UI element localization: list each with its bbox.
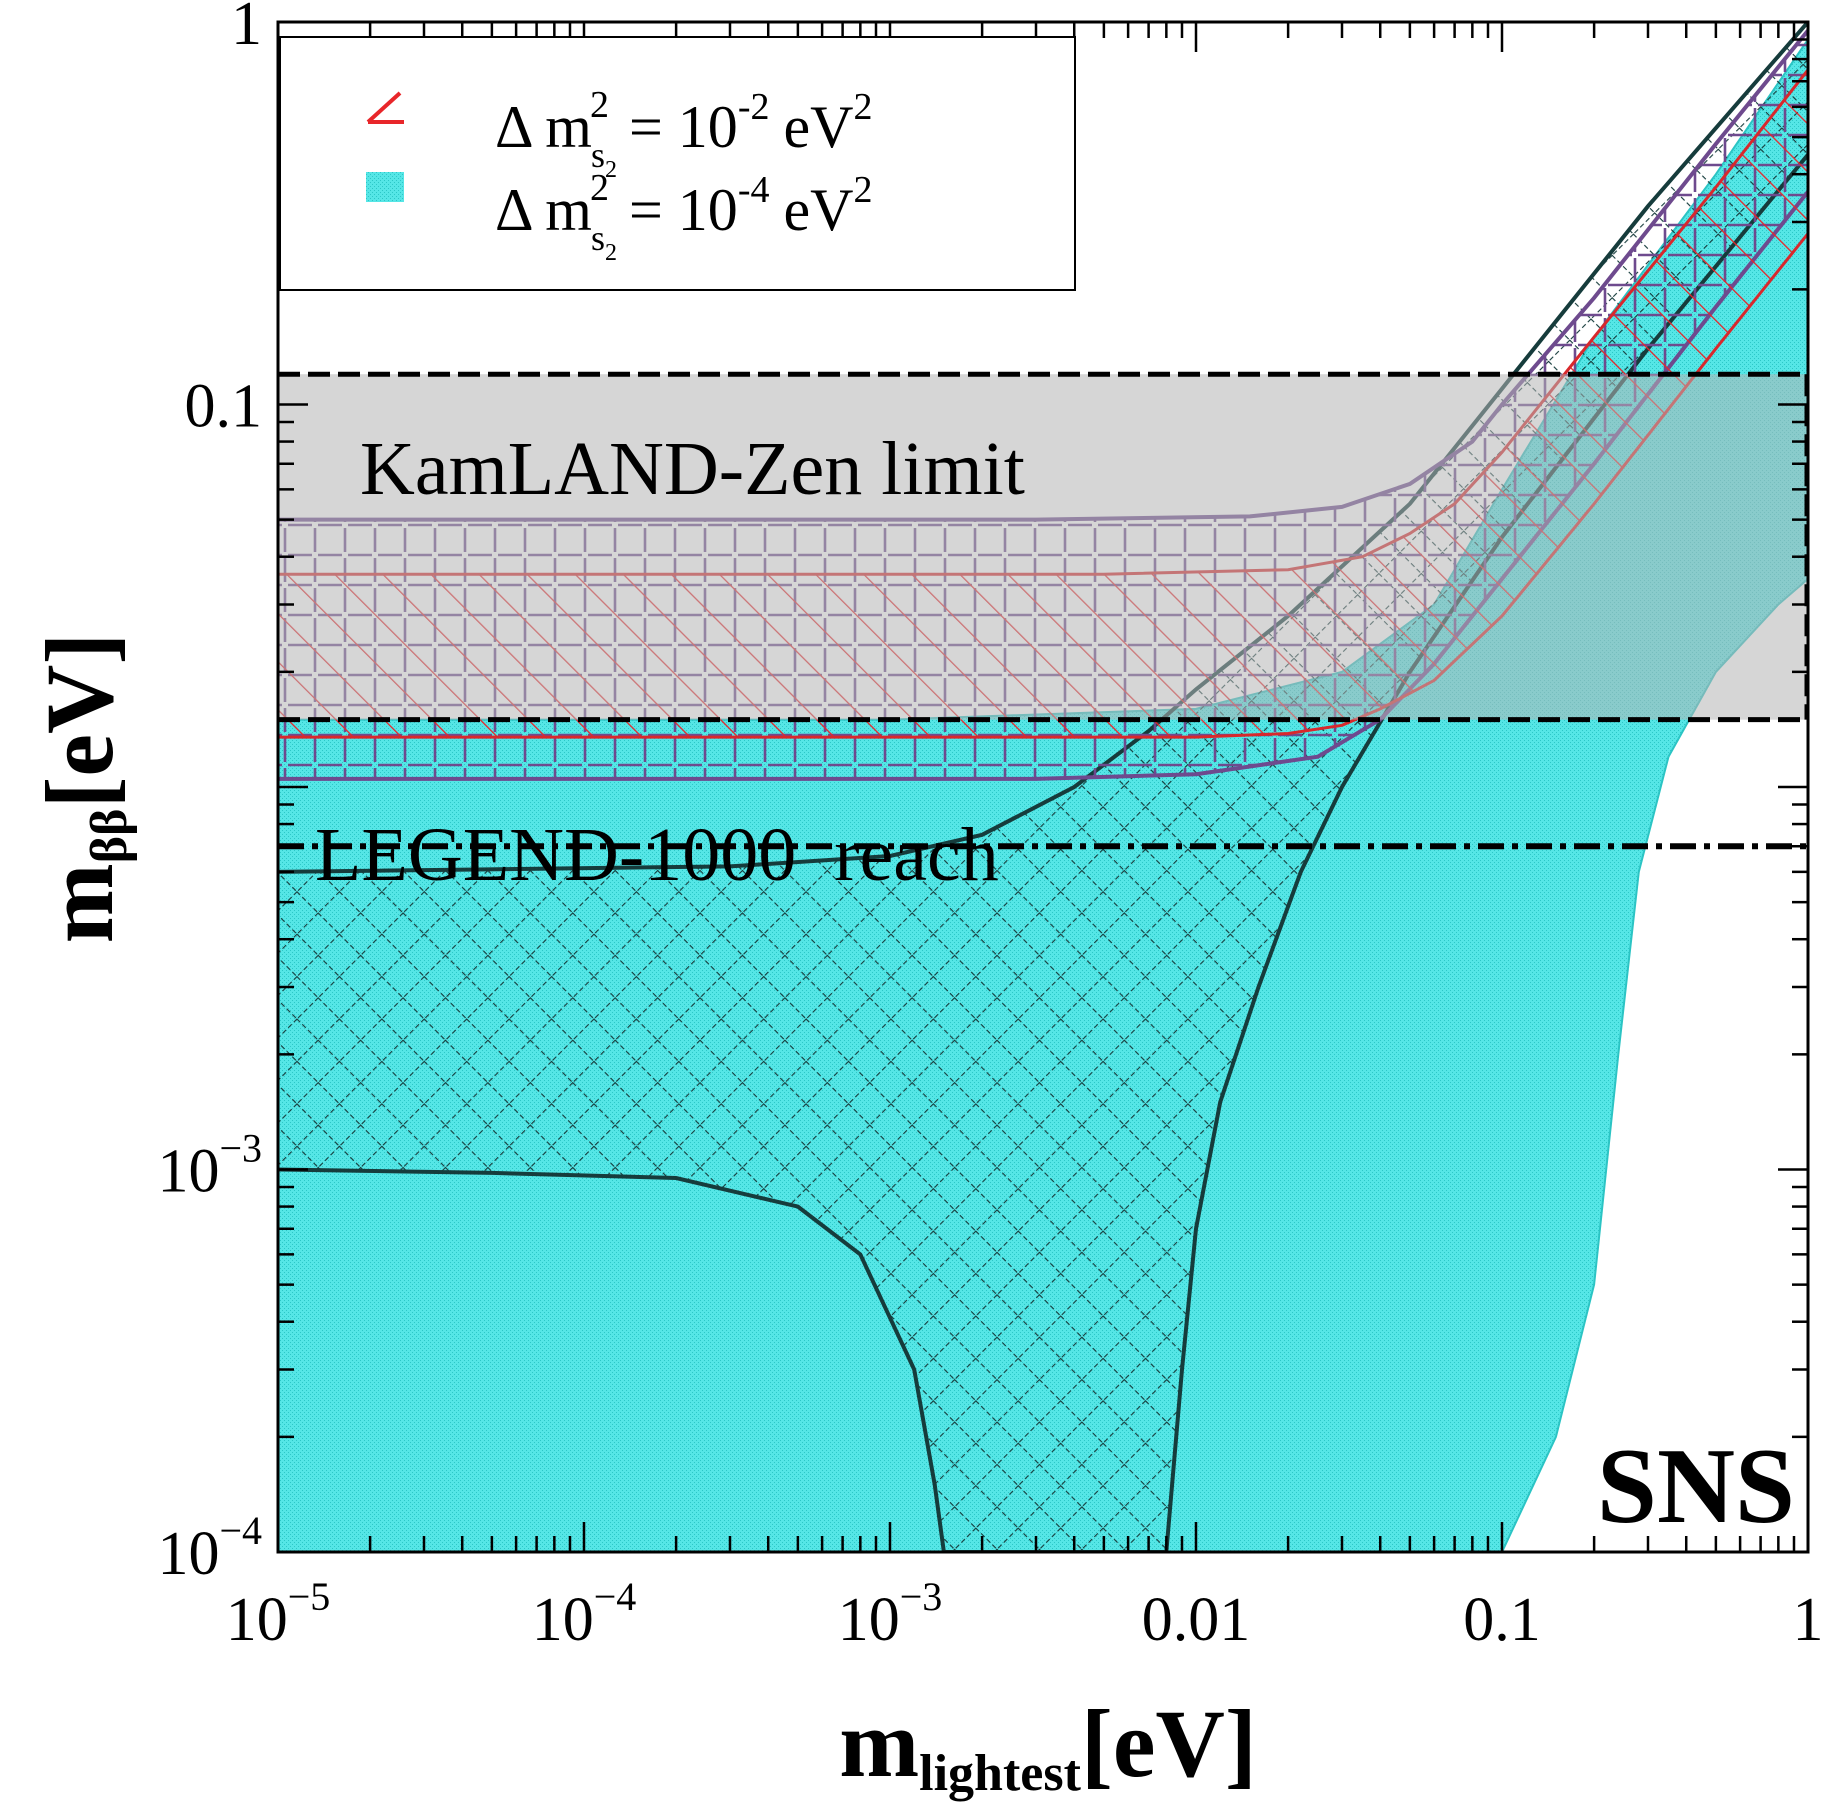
x-axis-title: mlightest[eV] (839, 1690, 1257, 1802)
x-tick-label: 10−4 (532, 1574, 637, 1654)
y-tick-label: 10−4 (157, 1508, 262, 1588)
x-tick-label: 10−3 (838, 1574, 943, 1654)
ordering-label: SNS (1597, 1427, 1795, 1546)
x-tick-label: 10−5 (226, 1574, 331, 1654)
limit-bands (278, 371, 1808, 850)
y-axis-title: mββ[eV] (26, 633, 138, 944)
legend-label-red: Δ m2 s2= 10-2 eV2 (495, 84, 872, 183)
legend-swatch-cyan (366, 172, 404, 202)
legend: Δ m2 s2= 10-2 eV2 Δ m2 s2= 10-4 eV2 (279, 36, 1076, 291)
y-tick-label: 0.1 (185, 373, 263, 441)
region-fill-black-crosshatch (278, 22, 1808, 1552)
y-tick-label: 10−3 (157, 1126, 262, 1206)
kamland-label: KamLAND-Zen limit (360, 427, 1025, 511)
tick-labels: 10−5 10−4 10−3 0.01 0.1 110−410−30.11 (157, 0, 1823, 1654)
x-tick-label: 0.1 (1463, 1586, 1541, 1654)
x-tick-label: 1 (1793, 1586, 1823, 1654)
axis-ticks (276, 20, 1810, 1554)
legend-swatch-red-hatch (366, 91, 404, 124)
legend-box (279, 36, 1076, 291)
legend1000-label: LEGEND-1000 reach (315, 813, 999, 897)
legend-item-cyan: Δ m2 s2= 10-4 eV2 (366, 167, 872, 266)
legend-label-cyan: Δ m2 s2= 10-4 eV2 (495, 167, 872, 266)
x-tick-label: 0.01 (1142, 1586, 1251, 1654)
y-tick-label: 1 (231, 0, 262, 58)
legend-item-red: Δ m2 s2= 10-2 eV2 (366, 84, 872, 183)
kamland-band (278, 374, 1808, 720)
